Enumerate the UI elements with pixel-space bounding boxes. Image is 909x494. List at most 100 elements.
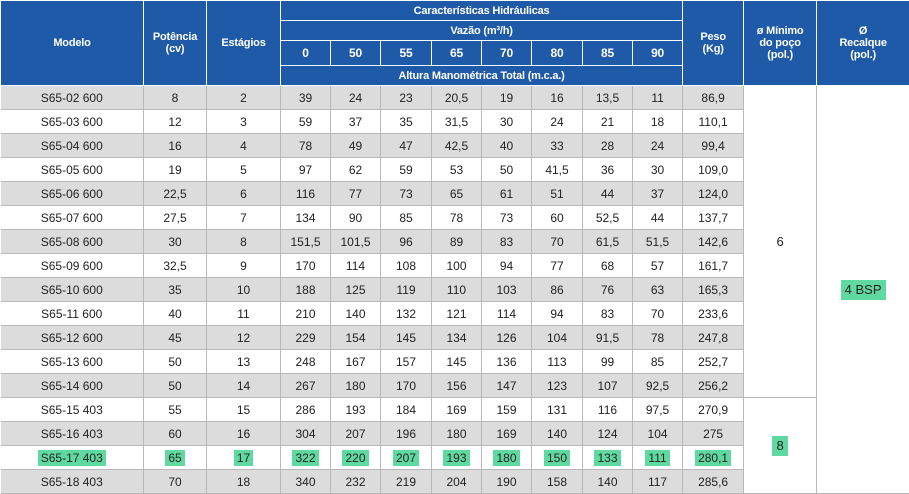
cell-head-1: 114 [330,253,381,278]
cell-head-0: 322 [280,445,331,470]
cell-estagios: 8 [206,229,281,254]
table-row: S65-09 600 32,5 9 170 114 108 100 94 77 68 57 161,7 [0,253,909,278]
table-row: S65-17 403 65 17 322 220 207 193 180 150 133 111 28… [0,445,909,470]
cell-head-6: 133 [582,445,633,470]
cell-head-7: 78 [632,325,684,350]
header-peso-text: Peso (Kg) [700,31,726,55]
cell-estagios: 4 [206,133,281,158]
cell-head-4: 190 [481,469,532,494]
cell-head-6: 21 [582,109,633,134]
cell-head-5: 158 [531,469,583,494]
table-body: S65-02 600 8 2 39 24 23 20,5 19 16 13,5 11 86,9 6 4 B… [0,85,909,494]
header-estagios: Estágios [206,0,281,86]
cell-modelo: S65-14 600 [0,373,144,398]
cell-peso: 247,8 [682,325,745,350]
cell-head-3: 156 [431,373,482,398]
cell-estagios: 15 [206,397,281,422]
cell-peso: 233,6 [682,301,745,326]
cell-estagios: 17 [206,445,281,470]
header-flow-3: 65 [431,40,482,66]
cell-peso: 280,1 [682,445,745,470]
cell-head-3: 204 [431,469,482,494]
cell-potencia: 40 [143,301,207,326]
cell-potencia: 50 [143,349,207,374]
cell-head-6: 52,5 [582,205,633,230]
cell-head-3: 110 [431,277,482,302]
cell-head-1: 167 [330,349,381,374]
cell-estagios: 10 [206,277,281,302]
cell-head-1: 90 [330,205,381,230]
cell-head-2: 219 [380,469,432,494]
cell-head-4: 147 [481,373,532,398]
cell-estagios: 11 [206,301,281,326]
cell-head-7: 111 [632,445,684,470]
cell-head-4: 73 [481,205,532,230]
cell-peso: 86,9 [682,85,745,110]
cell-potencia: 8 [143,85,207,110]
cell-head-3: 42,5 [431,133,482,158]
cell-head-7: 97,5 [632,397,684,422]
cell-head-0: 59 [280,109,331,134]
cell-modelo-highlight: S65-17 403 [37,449,106,466]
cell-head-0: 151,5 [280,229,331,254]
cell-head-6: 107 [582,373,633,398]
cell-head-5: 60 [531,205,583,230]
cell-estagios: 9 [206,253,281,278]
cell-head-0: 286 [280,397,331,422]
table-row: S65-18 403 70 18 340 232 219 204 190 158 140 117 28… [0,469,909,494]
cell-head-2: 184 [380,397,432,422]
header-peso: Peso (Kg) [682,0,745,86]
cell-estagios: 13 [206,349,281,374]
cell-head-5: 77 [531,253,583,278]
cell-head-0: 97 [280,157,331,182]
cell-modelo: S65-10 600 [0,277,144,302]
cell-head-3-highlight: 193 [443,449,470,466]
cell-modelo: S65-04 600 [0,133,144,158]
cell-potencia: 55 [143,397,207,422]
header-diametro-poco-text: ø Mínimo do poço (pol.) [756,25,804,61]
cell-head-7-highlight: 111 [645,449,670,466]
cell-potencia: 70 [143,469,207,494]
table-row: S65-11 600 40 11 210 140 132 121 114 94 83 70 233,6 [0,301,909,326]
cell-head-3: 193 [431,445,482,470]
cell-potencia: 35 [143,277,207,302]
cell-head-1: 37 [330,109,381,134]
cell-estagios: 2 [206,85,281,110]
cell-head-2-highlight: 207 [392,449,420,466]
cell-head-4: 103 [481,277,532,302]
cell-poco-group-a: 6 [743,85,818,398]
cell-head-4: 169 [481,421,532,446]
cell-modelo: S65-16 403 [0,421,144,446]
cell-head-0: 170 [280,253,331,278]
cell-estagios: 14 [206,373,281,398]
cell-head-6: 13,5 [582,85,633,110]
cell-potencia: 12 [143,109,207,134]
cell-head-7: 104 [632,421,684,446]
header-caracteristicas: Características Hidráulicas [279,0,684,21]
cell-head-1: 207 [330,421,381,446]
table-row: S65-08 600 30 8 151,5 101,5 96 89 83 70 61,5 51,5 1… [0,229,909,254]
header-diametro-recalque-text: Ø Recalque (pol.) [839,25,887,61]
cell-estagios-highlight: 17 [233,449,254,466]
cell-head-5: 41,5 [531,157,583,182]
cell-head-4: 180 [481,445,532,470]
cell-head-1: 232 [330,469,381,494]
cell-head-1: 24 [330,85,381,110]
cell-head-1: 101,5 [330,229,381,254]
cell-modelo: S65-06 600 [0,181,144,206]
cell-head-1: 220 [330,445,381,470]
cell-head-0: 116 [280,181,331,206]
cell-head-0: 267 [280,373,331,398]
cell-head-3: 65 [431,181,482,206]
header-modelo: Modelo [0,0,144,86]
cell-head-6: 140 [582,469,633,494]
cell-head-2: 132 [380,301,432,326]
cell-modelo: S65-15 403 [0,397,144,422]
cell-peso: 270,9 [682,397,745,422]
table-row: S65-16 403 60 16 304 207 196 180 169 140 124 104 27… [0,421,909,446]
cell-potencia: 45 [143,325,207,350]
cell-head-6: 99 [582,349,633,374]
cell-potencia: 60 [143,421,207,446]
cell-head-7: 117 [632,469,684,494]
